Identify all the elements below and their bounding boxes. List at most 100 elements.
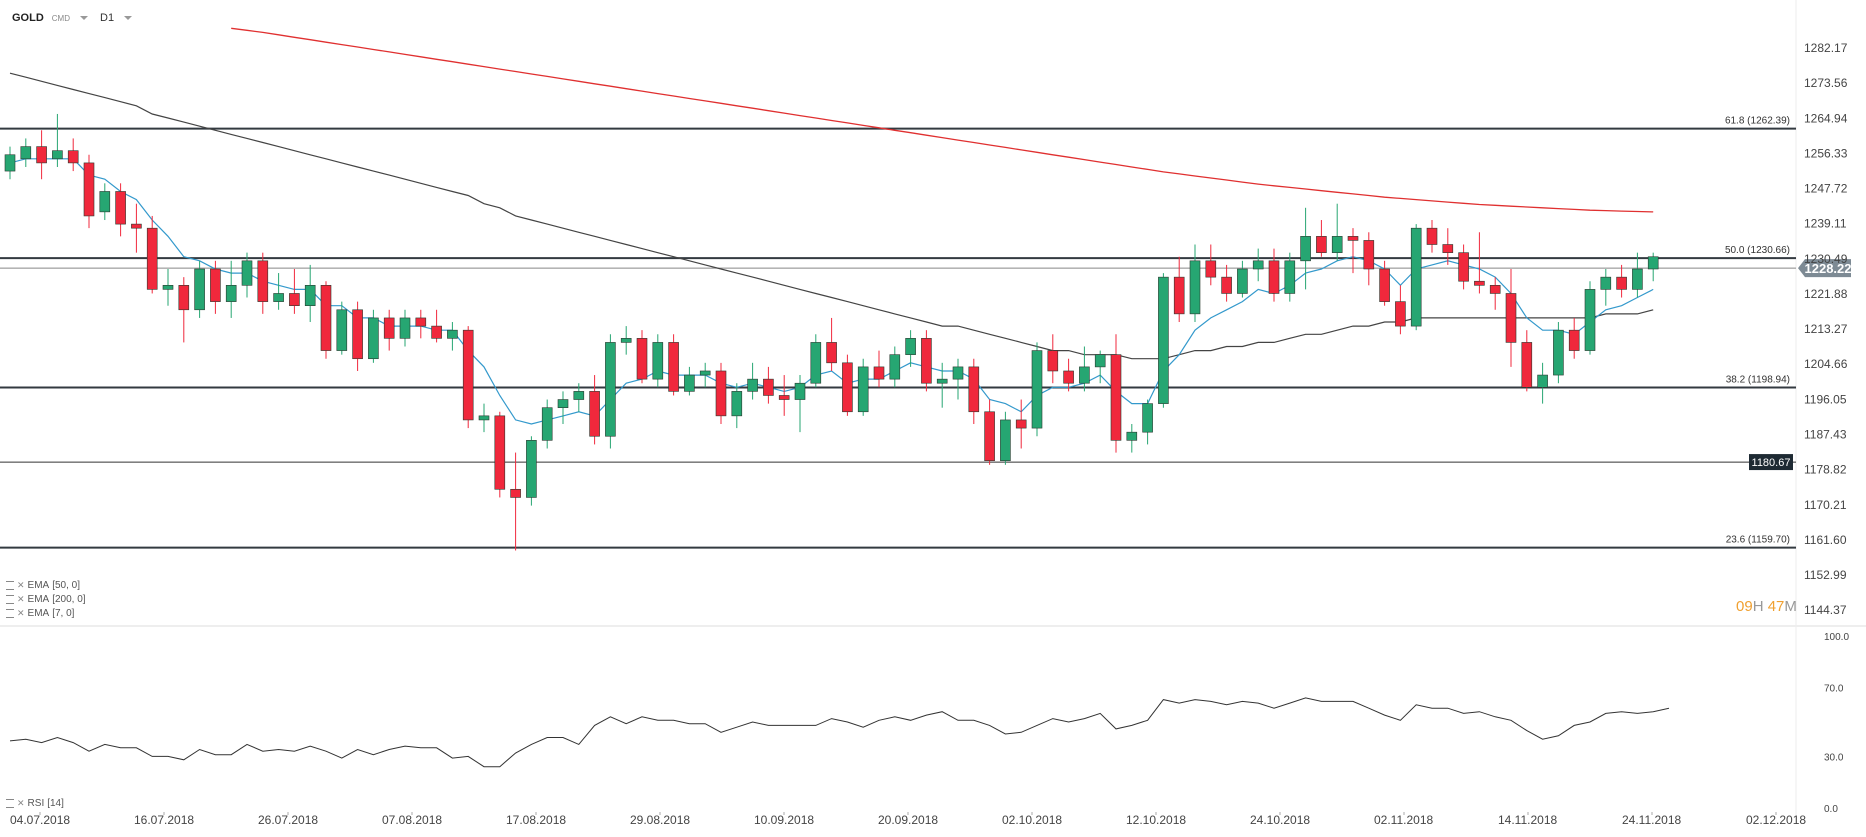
candle bbox=[36, 130, 47, 180]
candle-body bbox=[1221, 276, 1232, 294]
chevron-down-icon[interactable] bbox=[124, 16, 133, 20]
candle bbox=[1284, 252, 1296, 302]
candle-body bbox=[810, 342, 822, 384]
price-line-label: 1180.67 bbox=[1752, 457, 1791, 469]
candle bbox=[1252, 248, 1264, 282]
y-tick-label: 1230.49 bbox=[1804, 252, 1848, 266]
x-tick-label: 14.11.2018 bbox=[1498, 813, 1557, 827]
candle-body bbox=[952, 366, 964, 380]
candle-body bbox=[1426, 227, 1438, 245]
candle bbox=[399, 309, 411, 347]
candle bbox=[873, 350, 885, 388]
candle-body bbox=[273, 293, 284, 302]
y-tick-label: 1282.17 bbox=[1804, 41, 1848, 55]
x-tick-label: 29.08.2018 bbox=[630, 813, 690, 827]
candle-body bbox=[1189, 260, 1201, 315]
candle-body bbox=[684, 374, 695, 392]
close-icon[interactable]: ✕ bbox=[17, 580, 25, 590]
candle-body bbox=[131, 223, 142, 229]
menu-icon[interactable] bbox=[6, 595, 14, 604]
candle-body bbox=[352, 309, 363, 360]
menu-icon[interactable] bbox=[6, 581, 14, 590]
candle bbox=[462, 326, 474, 429]
candle bbox=[573, 383, 585, 412]
rsi-panel bbox=[9, 697, 1670, 768]
timer-hours: 09 bbox=[1736, 598, 1753, 615]
candle bbox=[810, 334, 822, 388]
fib-level-label: 23.6 (1159.70) bbox=[1726, 535, 1790, 546]
candle bbox=[1221, 264, 1232, 302]
candle-body bbox=[1316, 236, 1327, 253]
rsi-tick-label: 30.0 bbox=[1824, 752, 1844, 763]
candle-body bbox=[826, 342, 837, 364]
candle bbox=[541, 399, 553, 449]
candle-body bbox=[478, 415, 490, 421]
timeframe-label[interactable]: D1 bbox=[100, 12, 115, 24]
candle-body bbox=[289, 293, 300, 307]
indicator-ema-50[interactable]: ✕ EMA [50, 0] bbox=[6, 580, 80, 591]
y-tick-label: 1161.60 bbox=[1804, 533, 1847, 547]
indicator-ema-7[interactable]: ✕ EMA [7, 0] bbox=[6, 608, 74, 619]
symbol-label[interactable]: GOLD bbox=[12, 12, 44, 24]
candle bbox=[936, 362, 948, 408]
candle bbox=[289, 268, 300, 314]
candle bbox=[652, 334, 664, 388]
candle-body bbox=[1158, 276, 1169, 404]
candle-body bbox=[447, 329, 458, 339]
close-icon[interactable]: ✕ bbox=[17, 798, 25, 808]
candle bbox=[684, 366, 695, 396]
y-tick-label: 1273.56 bbox=[1804, 76, 1848, 90]
rsi-line bbox=[9, 697, 1670, 768]
chevron-down-icon[interactable] bbox=[80, 16, 88, 20]
x-tick-label: 07.08.2018 bbox=[382, 813, 442, 827]
candle-body bbox=[36, 146, 47, 164]
y-tick-label: 1239.11 bbox=[1804, 217, 1847, 231]
candle-body bbox=[921, 338, 932, 384]
candle bbox=[225, 260, 237, 318]
candle bbox=[620, 326, 632, 355]
candle-body bbox=[778, 395, 790, 400]
candle bbox=[1268, 248, 1280, 302]
candle bbox=[1395, 285, 1406, 335]
close-icon[interactable]: ✕ bbox=[17, 608, 25, 618]
candle-body bbox=[1521, 342, 1533, 388]
rsi-tick-label: 70.0 bbox=[1824, 684, 1844, 695]
fib-level-label: 61.8 (1262.39) bbox=[1725, 116, 1790, 127]
menu-icon[interactable] bbox=[6, 799, 14, 808]
candle-body bbox=[1395, 301, 1406, 327]
close-icon[interactable]: ✕ bbox=[17, 594, 25, 604]
indicator-params: [7, 0] bbox=[52, 608, 75, 619]
indicator-rsi[interactable]: ✕ RSI [14] bbox=[6, 798, 64, 809]
candle bbox=[1110, 334, 1122, 453]
candle-body bbox=[1616, 276, 1627, 290]
indicator-ema-200[interactable]: ✕ EMA [200, 0] bbox=[6, 594, 86, 605]
candle bbox=[1647, 252, 1659, 282]
x-tick-label: 02.10.2018 bbox=[1002, 813, 1062, 827]
candle-body bbox=[905, 338, 916, 355]
candle-body bbox=[210, 268, 221, 302]
timer-hours-unit: H bbox=[1752, 598, 1764, 615]
candle bbox=[1142, 399, 1153, 445]
x-tick-label: 24.10.2018 bbox=[1250, 813, 1310, 827]
candle bbox=[605, 334, 616, 449]
candle-body bbox=[1079, 366, 1090, 384]
candle bbox=[304, 264, 316, 323]
menu-icon[interactable] bbox=[6, 609, 14, 618]
candle bbox=[99, 183, 111, 221]
candle-body bbox=[462, 329, 474, 421]
candle-body bbox=[889, 354, 901, 380]
ema-7-line bbox=[9, 158, 1654, 425]
candle-body bbox=[589, 391, 600, 437]
candle-body bbox=[526, 440, 537, 498]
candle-body bbox=[115, 191, 126, 225]
candle-body bbox=[1553, 329, 1564, 376]
candle bbox=[273, 273, 284, 310]
candle bbox=[1489, 277, 1501, 310]
candle-body bbox=[668, 342, 679, 392]
candle-body bbox=[699, 370, 711, 376]
candle bbox=[194, 260, 205, 318]
candle-body bbox=[67, 150, 79, 164]
candle bbox=[668, 334, 679, 396]
candle-body bbox=[4, 154, 16, 172]
